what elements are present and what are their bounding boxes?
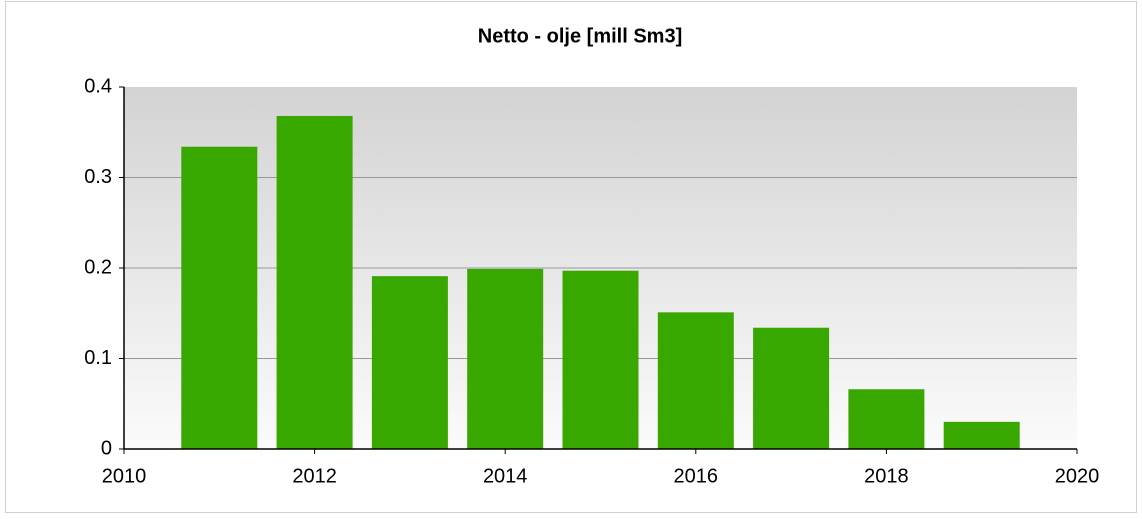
bar [562, 270, 639, 449]
bar [181, 146, 258, 450]
y-tick-label: 0.2 [84, 256, 112, 278]
bar [753, 327, 830, 449]
y-tick-label: 0.4 [84, 75, 112, 97]
bar [657, 312, 734, 449]
x-tick-label: 2014 [483, 465, 528, 487]
x-tick-label: 2020 [1055, 465, 1100, 487]
bar [276, 115, 353, 450]
bar [943, 421, 1020, 449]
y-tick-label: 0.3 [84, 166, 112, 188]
bar [467, 268, 544, 449]
y-tick-label: 0.1 [84, 347, 112, 369]
bar [371, 276, 448, 449]
x-tick-label: 2012 [292, 465, 337, 487]
chart-title: Netto - olje [mill Sm3] [478, 25, 682, 47]
x-tick-label: 2016 [674, 465, 719, 487]
bar [848, 389, 925, 449]
y-tick-label: 0 [101, 437, 112, 459]
x-tick-label: 2010 [102, 465, 147, 487]
x-tick-label: 2018 [864, 465, 909, 487]
